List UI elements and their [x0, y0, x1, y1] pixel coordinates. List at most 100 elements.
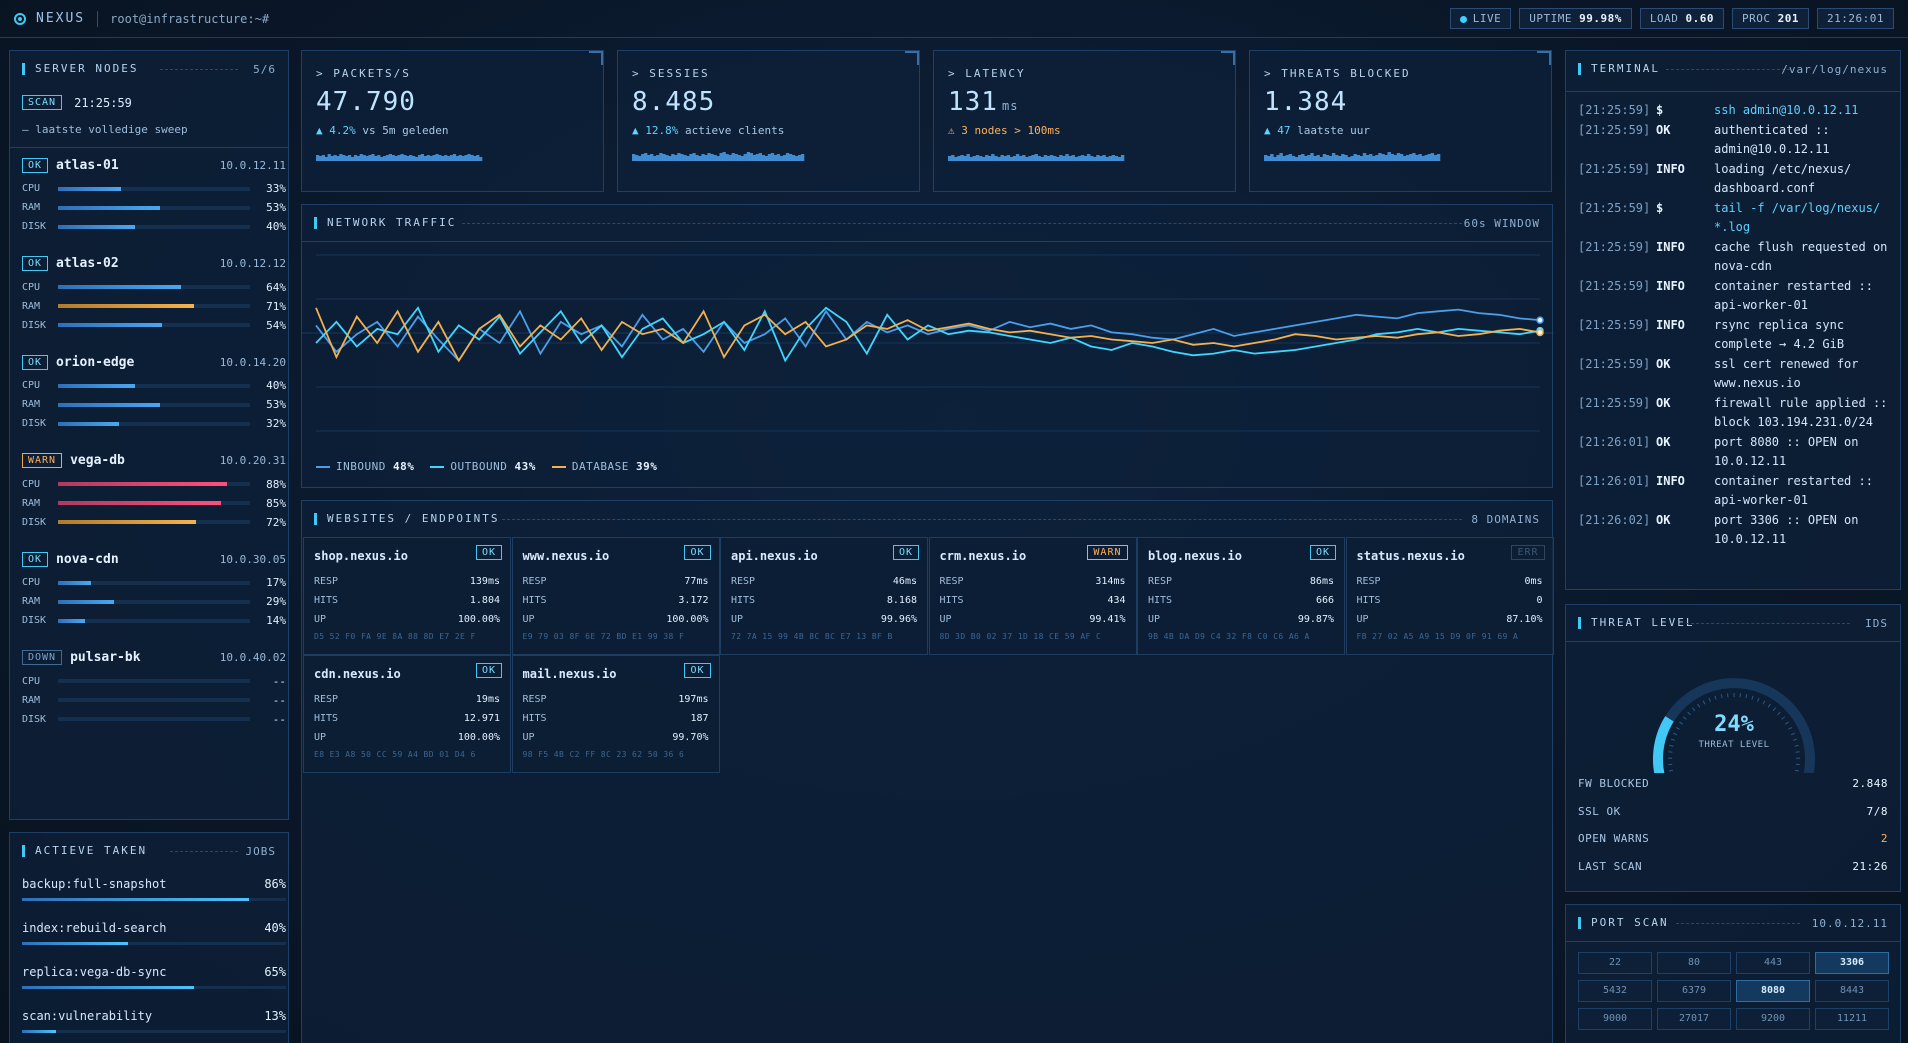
log-timestamp: [21:25:59]: [1578, 240, 1651, 254]
task-item[interactable]: scan:vulnerability 13%: [22, 1009, 286, 1033]
spark-bar: [1046, 156, 1051, 161]
spark-bar: [342, 155, 346, 161]
site-hash: D5 52 F0 FA 9E 8A 88 8D E7 2E F: [314, 632, 476, 641]
scan-badge[interactable]: SCAN: [22, 95, 63, 110]
kpi-card[interactable]: > THREATS BLOCKED 1.384 ▲ 47 laatste uur: [1249, 50, 1552, 192]
metric-disk: DISK 40%: [22, 217, 286, 236]
spark-bar: [737, 155, 741, 161]
site-hash: 8D 3D B0 02 37 1D 18 CE 59 AF C: [939, 632, 1102, 641]
spark-bar: [458, 155, 462, 161]
kpi-delta: ▲ 12.8%: [632, 124, 679, 137]
gauge-tick: [1670, 738, 1676, 741]
spark-bar: [452, 154, 457, 161]
panel-title: ACTIEVE TAKEN: [22, 845, 147, 857]
spark-bar: [450, 155, 454, 161]
spark-bar: [1071, 155, 1075, 161]
server-node[interactable]: OK atlas-02 10.0.12.12 CPU 64% RAM 71% DISK 54%: [22, 254, 286, 335]
spark-bar: [403, 155, 407, 161]
server-node[interactable]: WARN vega-db 10.0.20.31 CPU 88% RAM 85% DISK 72%: [22, 451, 286, 532]
port-cell[interactable]: 22: [1578, 952, 1652, 974]
metric-fill: [58, 205, 160, 210]
spark-bar: [1433, 155, 1438, 161]
site-card[interactable]: www.nexus.io OK RESP 77ms HITS 3.172 UP 100.00%…: [511, 537, 720, 655]
server-node[interactable]: OK nova-cdn 10.0.30.05 CPU 17% RAM 29% DISK 14%: [22, 549, 286, 630]
spark-bar: [394, 156, 398, 161]
task-item[interactable]: replica:vega-db-sync 65%: [22, 965, 286, 989]
port-cell[interactable]: 27017: [1657, 1008, 1731, 1030]
spark-bar: [1307, 155, 1311, 161]
threat-stat: SSL OK 7/8: [1578, 805, 1888, 818]
websites-panel: WEBSITES / ENDPOINTS 8 DOMAINS shop.nexu…: [301, 500, 1554, 1043]
spark-bar: [470, 155, 474, 161]
site-resp-row: RESP 19ms: [314, 694, 500, 705]
port-cell[interactable]: 80: [1657, 952, 1731, 974]
port-cell[interactable]: 6379: [1657, 980, 1731, 1002]
legend-item[interactable]: INBOUND 48%: [316, 460, 414, 473]
server-node[interactable]: OK orion-edge 10.0.14.20 CPU 40% RAM 53% DISK 32…: [22, 352, 286, 433]
task-name: backup:full-snapshot: [22, 877, 167, 891]
spark-bar: [1279, 153, 1283, 161]
site-card[interactable]: mail.nexus.io OK RESP 197ms HITS 187 UP 99.70% 9…: [511, 655, 720, 773]
legend-swatch: [430, 466, 445, 468]
series-line-inbound: [315, 308, 1541, 363]
node-ip: 10.0.12.12: [219, 257, 286, 270]
port-cell[interactable]: 5432: [1578, 980, 1652, 1002]
log-timestamp: [21:25:59]: [1578, 396, 1651, 410]
task-item[interactable]: backup:full-snapshot 86%: [22, 877, 286, 901]
metric-cpu: CPU 88%: [22, 475, 286, 494]
live-chip[interactable]: LIVE: [1449, 8, 1512, 29]
port-cell[interactable]: 11211: [1815, 1008, 1889, 1030]
site-card[interactable]: status.nexus.io ERR RESP 0ms HITS 0 UP 87.10% FB…: [1345, 537, 1554, 655]
metric-fill: [58, 285, 181, 289]
task-item[interactable]: index:rebuild-search 40%: [22, 921, 286, 945]
port-cell[interactable]: 9200: [1736, 1008, 1810, 1030]
kpi-card[interactable]: > PACKETS/S 47.790 ▲ 4.2% vs 5m geleden: [301, 50, 604, 192]
spark-bar: [1019, 156, 1023, 161]
site-card[interactable]: shop.nexus.io OK RESP 139ms HITS 1.804 UP 100.0…: [303, 537, 511, 655]
divider: [170, 851, 238, 852]
kpi-card[interactable]: > LATENCY 131 ms ⚠ 3 nodes > 100ms: [933, 50, 1236, 192]
spark-bar: [713, 155, 717, 161]
kpi-value: 47.790: [316, 87, 416, 117]
server-node[interactable]: DOWN pulsar-bk 10.0.40.02 CPU -- RAM -- DISK --: [22, 648, 286, 729]
metric-ram: RAM 71%: [22, 297, 286, 316]
uptime-chip: UPTIME 99.98%: [1519, 8, 1632, 29]
port-cell[interactable]: 8443: [1815, 980, 1889, 1002]
metric-fill: [58, 520, 197, 524]
site-card[interactable]: cdn.nexus.io OK RESP 19ms HITS 12.971 UP 100.00…: [303, 655, 511, 773]
metric-fill: [58, 580, 91, 585]
spark-bar: [1393, 155, 1398, 161]
series-line-outbound: [315, 306, 1541, 363]
task-percent: 65%: [264, 965, 286, 979]
site-card[interactable]: api.nexus.io OK RESP 46ms HITS 8.168 UP 99.96% 7…: [720, 537, 928, 655]
kpi-subtext: ▲ 47 laatste uur: [1264, 124, 1370, 137]
spark-bar: [659, 153, 663, 161]
server-node[interactable]: OK atlas-01 10.0.12.11 CPU 33% RAM 53% DISK 40%: [22, 155, 286, 236]
live-label: LIVE: [1472, 12, 1502, 25]
site-card[interactable]: crm.nexus.io WARN RESP 314ms HITS 434 UP 99.41%…: [928, 537, 1137, 655]
site-name: status.nexus.io: [1356, 549, 1465, 563]
node-header: OK atlas-01 10.0.12.11: [22, 155, 286, 175]
spark-bar: [432, 155, 436, 161]
spark-bar: [476, 155, 480, 161]
node-header: OK orion-edge 10.0.14.20: [22, 352, 286, 372]
legend-item[interactable]: DATABASE 39%: [551, 460, 657, 473]
spark-bar: [1096, 155, 1100, 161]
row-label: RESP: [314, 694, 339, 705]
log-timestamp: [21:25:59]: [1578, 201, 1651, 215]
port-cell[interactable]: 8080: [1736, 980, 1810, 1002]
node-name: atlas-01: [56, 157, 119, 173]
legend-item[interactable]: OUTBOUND 43%: [430, 460, 535, 473]
legend-swatch: [316, 466, 330, 468]
site-card[interactable]: blog.nexus.io OK RESP 86ms HITS 666 UP 99.87% 9B…: [1137, 537, 1345, 655]
live-dot-icon: [1459, 15, 1467, 23]
port-cell[interactable]: 9000: [1578, 1008, 1652, 1030]
gauge-tick: [1673, 732, 1678, 736]
row-value: 197ms: [678, 694, 709, 705]
port-cell[interactable]: 443: [1736, 952, 1810, 974]
row-value: 99.70%: [672, 732, 709, 743]
kpi-card[interactable]: > SESSIES 8.485 ▲ 12.8% actieve clients: [617, 50, 920, 192]
row-value: 99.41%: [1089, 614, 1126, 625]
port-cell[interactable]: 3306: [1815, 952, 1889, 974]
metric-track: [58, 205, 250, 210]
